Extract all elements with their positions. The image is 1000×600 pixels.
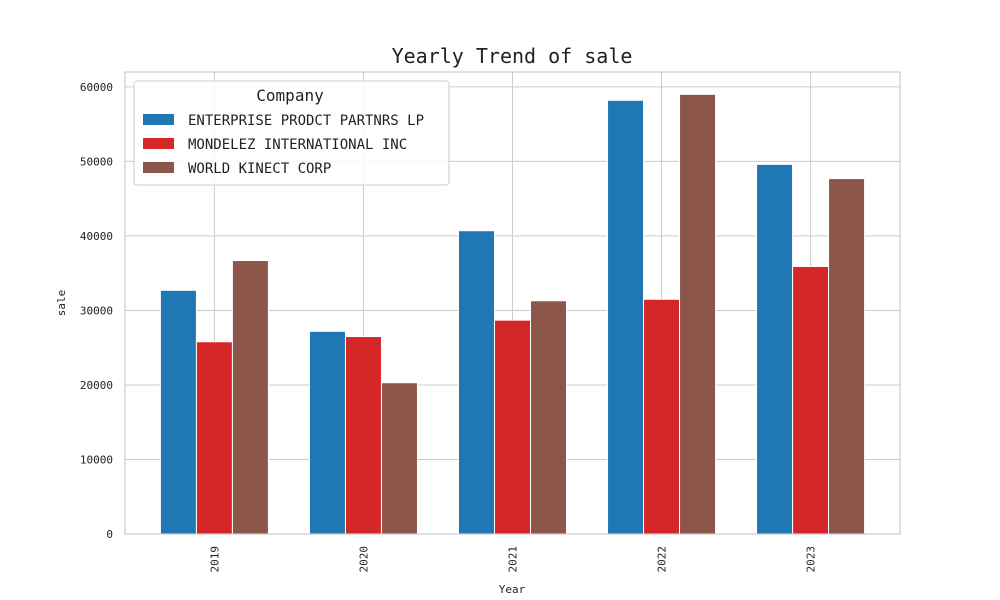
bar-mondelez-international-inc-2021 — [494, 319, 531, 535]
legend-label: WORLD KINECT CORP — [188, 161, 331, 177]
bar-world-kinect-corp-2021 — [530, 300, 567, 535]
bar-mondelez-international-inc-2022 — [643, 298, 681, 535]
legend-box — [133, 80, 450, 186]
y-tick-label: 60000 — [80, 81, 113, 94]
y-tick-label: 30000 — [80, 304, 113, 317]
y-axis-ticks: 0 10000 20000 30000 40000 50000 60000 — [80, 81, 113, 541]
y-axis-label: sale — [55, 290, 68, 317]
x-tick-label: 2021 — [507, 546, 520, 573]
x-tick-label: 2019 — [208, 546, 221, 573]
y-tick-label: 20000 — [80, 379, 113, 392]
bar-world-kinect-corp-2022 — [679, 93, 717, 535]
x-tick-label: 2023 — [805, 546, 818, 573]
legend-label: ENTERPRISE PRODCT PARTNRS LP — [188, 113, 424, 129]
x-tick-label: 2020 — [357, 546, 370, 573]
x-tick-label: 2022 — [656, 546, 669, 573]
bar-mondelez-international-inc-2023 — [792, 265, 830, 535]
legend-swatch — [143, 138, 174, 149]
y-tick-label: 10000 — [80, 453, 113, 466]
bar-enterprise-prodct-partnrs-lp-2020 — [308, 330, 346, 535]
plot-frame — [124, 71, 901, 535]
legend-items: ENTERPRISE PRODCT PARTNRS LP MONDELEZ INT… — [143, 113, 424, 177]
y-tick-label: 40000 — [80, 230, 113, 243]
x-axis-ticks: 2019 2020 2021 2022 2023 — [208, 546, 817, 573]
bar-world-kinect-corp-2020 — [380, 382, 418, 535]
bar-mondelez-international-inc-2019 — [195, 341, 233, 535]
chart-title: Yearly Trend of sale — [392, 44, 633, 68]
legend-title: Company — [256, 86, 324, 105]
bar-world-kinect-corp-2023 — [828, 178, 866, 535]
bar-enterprise-prodct-partnrs-lp-2019 — [159, 289, 197, 535]
bars — [159, 93, 866, 535]
legend-swatch — [143, 114, 174, 125]
y-tick-label: 50000 — [80, 155, 113, 168]
bar-mondelez-international-inc-2020 — [344, 336, 382, 535]
bar-enterprise-prodct-partnrs-lp-2022 — [607, 99, 645, 535]
bar-enterprise-prodct-partnrs-lp-2023 — [756, 163, 794, 535]
legend-swatch — [143, 162, 174, 173]
y-tick-label: 0 — [106, 528, 113, 541]
legend: Company ENTERPRISE PRODCT PARTNRS LP MOND… — [133, 80, 450, 186]
x-axis-label: Year — [499, 583, 526, 596]
bar-enterprise-prodct-partnrs-lp-2021 — [458, 230, 495, 535]
bar-world-kinect-corp-2019 — [231, 260, 269, 535]
legend-label: MONDELEZ INTERNATIONAL INC — [188, 137, 407, 153]
